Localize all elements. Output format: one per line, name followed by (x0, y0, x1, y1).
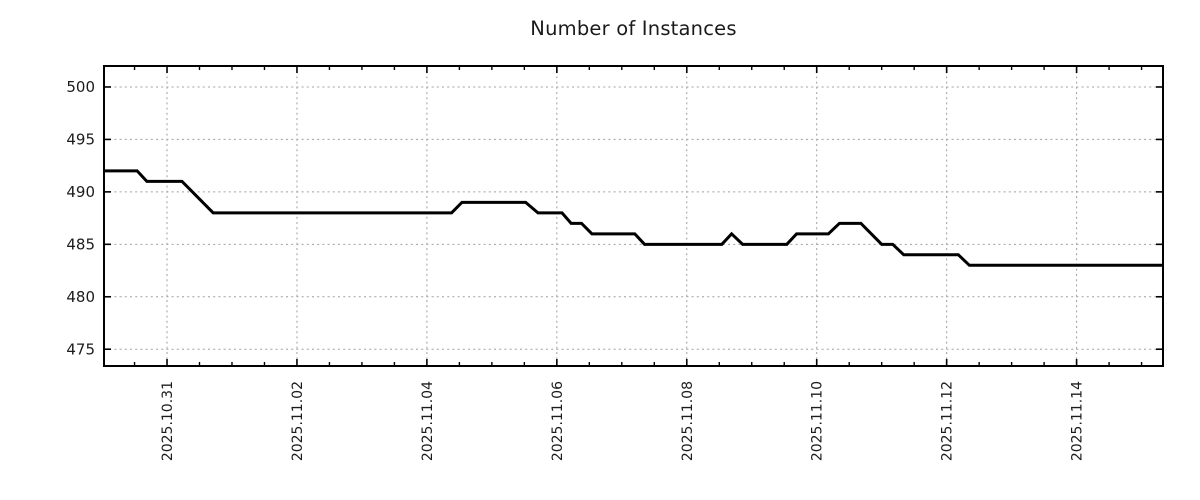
x-tick-label: 2025.11.06 (550, 381, 566, 461)
y-tick-label: 495 (66, 131, 95, 149)
chart-title: Number of Instances (530, 17, 737, 40)
x-tick-label: 2025.11.08 (680, 381, 696, 461)
plot-border (103, 65, 1164, 367)
series-line-instances (104, 169, 1163, 267)
x-tick-label: 2025.11.10 (810, 381, 826, 461)
x-tick-label: 2025.11.04 (420, 381, 436, 461)
x-tick-label: 2025.10.31 (160, 381, 176, 461)
x-tick-label: 2025.11.12 (940, 381, 956, 461)
y-tick-label: 475 (66, 340, 95, 358)
y-tick-label: 485 (66, 236, 95, 254)
y-tick-label: 500 (66, 78, 95, 96)
y-tick-label: 490 (66, 183, 95, 201)
x-tick-label: 2025.11.14 (1070, 381, 1086, 461)
x-tick-label: 2025.11.02 (290, 381, 306, 461)
y-tick-label: 480 (66, 288, 95, 306)
